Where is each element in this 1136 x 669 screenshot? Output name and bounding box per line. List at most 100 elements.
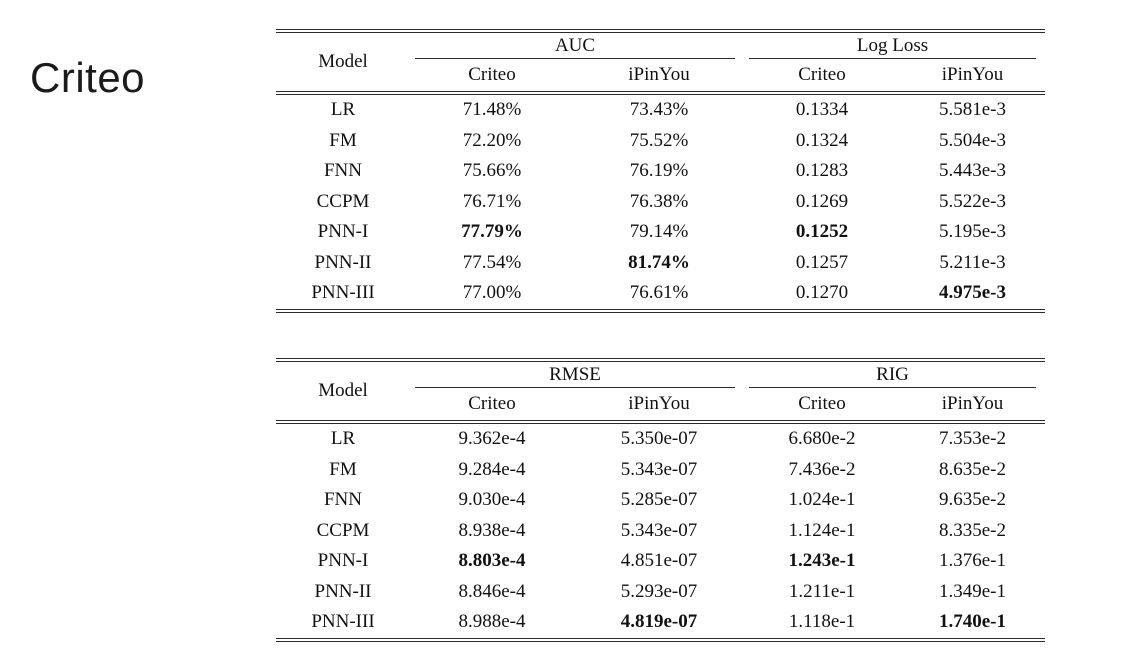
subheader-row: Criteo iPinYou Criteo iPinYou bbox=[276, 388, 1046, 424]
value-cell: 5.443e-3 bbox=[938, 160, 1006, 182]
table-row: FNN 75.66% 76.19% 0.1283 5.443e-3 bbox=[276, 156, 1045, 187]
group-header-rig: RIG bbox=[744, 362, 1045, 388]
value-cell: 1.124e-1 bbox=[788, 519, 856, 541]
table-row: PNN-II 77.54% 81.74% 0.1257 5.211e-3 bbox=[276, 248, 1045, 279]
value-cell: 4.975e-3 bbox=[938, 282, 1006, 304]
subcol-header-ipinyou: iPinYou bbox=[900, 59, 1045, 95]
model-cell: PNN-III bbox=[311, 611, 375, 633]
value-cell: 1.211e-1 bbox=[788, 580, 856, 602]
group-header-row: Model RMSE RIG bbox=[276, 362, 1045, 424]
value-cell: 1.376e-1 bbox=[939, 550, 1007, 572]
value-cell: 4.851e-07 bbox=[620, 550, 698, 572]
table-body: LR 9.362e-4 5.350e-07 6.680e-2 7.353e-2 FM 9.2… bbox=[276, 424, 1045, 638]
table-row: PNN-III 8.988e-4 4.819e-07 1.118e-1 1.740e-1 bbox=[276, 607, 1045, 638]
table-row: LR 71.48% 73.43% 0.1334 5.581e-3 bbox=[276, 95, 1045, 126]
model-cell: CCPM bbox=[316, 190, 370, 212]
value-cell: 9.362e-4 bbox=[458, 428, 526, 450]
value-cell: 8.335e-2 bbox=[939, 519, 1007, 541]
value-cell: 1.740e-1 bbox=[939, 611, 1007, 633]
group-header-label: AUC bbox=[415, 33, 735, 59]
value-cell: 4.819e-07 bbox=[620, 611, 698, 633]
value-cell: 0.1283 bbox=[795, 160, 849, 182]
model-column-header: Model bbox=[276, 362, 410, 424]
value-cell: 5.581e-3 bbox=[938, 99, 1006, 121]
value-cell: 77.79% bbox=[461, 221, 523, 243]
subcol-header-criteo: Criteo bbox=[744, 388, 900, 424]
value-cell: 79.14% bbox=[629, 221, 689, 243]
model-cell: FNN bbox=[323, 489, 362, 511]
value-cell: 76.19% bbox=[629, 160, 689, 182]
subcol-header-ipinyou: iPinYou bbox=[574, 388, 744, 424]
table-row: PNN-I 8.803e-4 4.851e-07 1.243e-1 1.376e-1 bbox=[276, 546, 1045, 577]
value-cell: 8.988e-4 bbox=[458, 611, 526, 633]
slide-title: Criteo bbox=[30, 54, 146, 101]
value-cell: 0.1334 bbox=[795, 99, 849, 121]
value-cell: 75.52% bbox=[629, 129, 689, 151]
table-row: LR 9.362e-4 5.350e-07 6.680e-2 7.353e-2 bbox=[276, 424, 1045, 455]
group-header-label: RMSE bbox=[415, 362, 735, 388]
group-header-label: RIG bbox=[749, 362, 1037, 388]
model-cell: LR bbox=[330, 428, 356, 450]
value-cell: 1.243e-1 bbox=[788, 550, 856, 572]
value-cell: 5.522e-3 bbox=[938, 190, 1006, 212]
model-cell: PNN-III bbox=[311, 282, 375, 304]
value-cell: 81.74% bbox=[628, 251, 690, 273]
value-cell: 5.211e-3 bbox=[939, 251, 1006, 273]
value-cell: 75.66% bbox=[462, 160, 522, 182]
group-header-logloss: Log Loss bbox=[744, 33, 1045, 59]
value-cell: 8.846e-4 bbox=[458, 580, 526, 602]
value-cell: 9.284e-4 bbox=[458, 458, 526, 480]
value-cell: 5.343e-07 bbox=[620, 519, 698, 541]
value-cell: 1.349e-1 bbox=[939, 580, 1007, 602]
value-cell: 7.353e-2 bbox=[939, 428, 1007, 450]
value-cell: 5.343e-07 bbox=[620, 458, 698, 480]
table-row: PNN-III 77.00% 76.61% 0.1270 4.975e-3 bbox=[276, 278, 1045, 309]
model-cell: CCPM bbox=[316, 519, 370, 541]
value-cell: 9.030e-4 bbox=[458, 489, 526, 511]
model-cell: PNN-II bbox=[314, 580, 372, 602]
subheader-row: Criteo iPinYou Criteo iPinYou bbox=[276, 59, 1045, 95]
value-cell: 6.680e-2 bbox=[788, 428, 856, 450]
subcol-header-ipinyou: iPinYou bbox=[900, 388, 1046, 424]
subcol-header-criteo: Criteo bbox=[410, 388, 574, 424]
group-header-auc: AUC bbox=[410, 33, 744, 59]
group-header-rmse: RMSE bbox=[410, 362, 744, 388]
value-cell: 5.293e-07 bbox=[620, 580, 698, 602]
value-cell: 76.38% bbox=[629, 190, 689, 212]
model-cell: PNN-I bbox=[317, 221, 369, 243]
value-cell: 1.024e-1 bbox=[788, 489, 856, 511]
rmse-rig-table: Model RMSE RIG Criteo iPinYou Criteo iPi… bbox=[276, 358, 1046, 642]
value-cell: 8.635e-2 bbox=[939, 458, 1007, 480]
model-cell: FM bbox=[329, 129, 357, 151]
value-cell: 8.938e-4 bbox=[458, 519, 526, 541]
value-cell: 0.1270 bbox=[795, 282, 849, 304]
table-row: CCPM 76.71% 76.38% 0.1269 5.522e-3 bbox=[276, 187, 1045, 218]
model-cell: PNN-I bbox=[317, 550, 369, 572]
table-row: PNN-I 77.79% 79.14% 0.1252 5.195e-3 bbox=[276, 217, 1045, 248]
value-cell: 9.635e-2 bbox=[939, 489, 1007, 511]
value-cell: 5.195e-3 bbox=[938, 221, 1006, 243]
value-cell: 77.54% bbox=[462, 251, 522, 273]
value-cell: 5.350e-07 bbox=[620, 428, 698, 450]
model-column-header: Model bbox=[276, 33, 410, 95]
value-cell: 76.71% bbox=[462, 190, 522, 212]
value-cell: 0.1269 bbox=[795, 190, 849, 212]
value-cell: 5.504e-3 bbox=[938, 129, 1006, 151]
table-row: PNN-II 8.846e-4 5.293e-07 1.211e-1 1.349e-1 bbox=[276, 577, 1045, 608]
value-cell: 7.436e-2 bbox=[788, 458, 856, 480]
value-cell: 8.803e-4 bbox=[458, 550, 526, 572]
value-cell: 73.43% bbox=[629, 99, 689, 121]
auc-logloss-table: Model AUC Log Loss Criteo iPinYou Criteo… bbox=[276, 29, 1045, 313]
group-header-label: Log Loss bbox=[749, 33, 1036, 59]
model-cell: LR bbox=[330, 99, 356, 121]
table-row: FM 9.284e-4 5.343e-07 7.436e-2 8.635e-2 bbox=[276, 455, 1045, 486]
value-cell: 76.61% bbox=[629, 282, 689, 304]
value-cell: 77.00% bbox=[462, 282, 522, 304]
model-cell: FNN bbox=[323, 160, 362, 182]
value-cell: 0.1324 bbox=[795, 129, 849, 151]
model-cell: FM bbox=[329, 458, 357, 480]
value-cell: 0.1257 bbox=[795, 251, 849, 273]
table-row: FM 72.20% 75.52% 0.1324 5.504e-3 bbox=[276, 126, 1045, 157]
value-cell: 0.1252 bbox=[795, 221, 849, 243]
